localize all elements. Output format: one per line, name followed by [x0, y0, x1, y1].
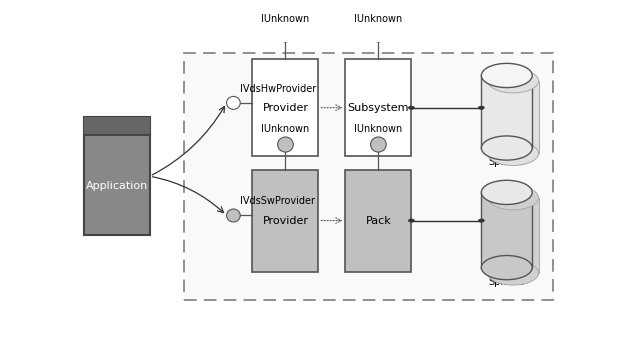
- Bar: [84, 117, 150, 135]
- Circle shape: [408, 219, 415, 222]
- Ellipse shape: [227, 209, 240, 222]
- Text: Spindle: Spindle: [488, 157, 525, 168]
- Text: Pack: Pack: [365, 216, 391, 225]
- Ellipse shape: [488, 141, 539, 165]
- Circle shape: [478, 219, 484, 222]
- Ellipse shape: [370, 27, 386, 42]
- Ellipse shape: [278, 137, 293, 152]
- Text: IUnknown: IUnknown: [261, 124, 310, 134]
- Bar: [481, 192, 532, 268]
- Text: IUnknown: IUnknown: [354, 124, 403, 134]
- Bar: [481, 75, 532, 148]
- Ellipse shape: [488, 261, 539, 285]
- Text: Spindle: Spindle: [488, 277, 525, 287]
- Bar: [252, 170, 319, 272]
- Text: IVdsSwProvider: IVdsSwProvider: [240, 196, 316, 206]
- Ellipse shape: [278, 27, 293, 42]
- Text: Provider: Provider: [262, 216, 309, 225]
- Bar: [84, 117, 150, 235]
- Circle shape: [408, 106, 415, 109]
- Ellipse shape: [488, 186, 539, 210]
- FancyBboxPatch shape: [184, 53, 553, 300]
- Ellipse shape: [488, 69, 539, 93]
- Text: Provider: Provider: [262, 103, 309, 113]
- Text: IVdsHwProvider: IVdsHwProvider: [240, 84, 317, 94]
- Text: IUnknown: IUnknown: [354, 14, 403, 24]
- Bar: [488, 81, 539, 154]
- Ellipse shape: [370, 137, 386, 152]
- Circle shape: [478, 106, 484, 109]
- Ellipse shape: [481, 136, 532, 160]
- Text: IUnknown: IUnknown: [261, 14, 310, 24]
- Text: Subsystem: Subsystem: [348, 103, 409, 113]
- Ellipse shape: [481, 180, 532, 205]
- Bar: [345, 170, 411, 272]
- Ellipse shape: [227, 96, 240, 109]
- Bar: [252, 59, 319, 156]
- Bar: [488, 198, 539, 273]
- Ellipse shape: [481, 255, 532, 280]
- Ellipse shape: [481, 64, 532, 88]
- Text: Application: Application: [86, 181, 148, 191]
- Bar: [345, 59, 411, 156]
